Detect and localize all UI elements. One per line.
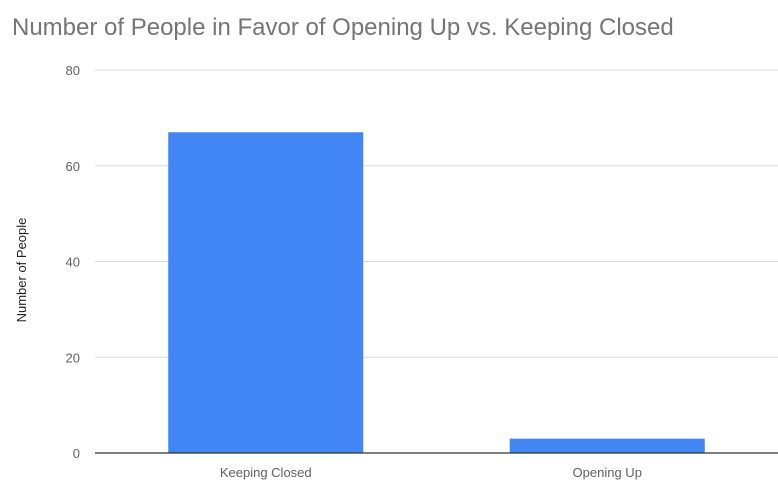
x-tick-label: Opening Up (573, 465, 642, 480)
y-tick-label: 20 (66, 350, 80, 365)
axes: 0 20 40 60 80 Keeping Closed Opening Up (66, 63, 778, 480)
y-tick-label: 60 (66, 159, 80, 174)
y-axis-label: Number of People (14, 218, 29, 323)
x-tick-label: Keeping Closed (220, 465, 312, 480)
bars (168, 132, 705, 454)
bar-keeping-closed[interactable] (168, 132, 364, 454)
bar-opening-up[interactable] (509, 438, 705, 453)
chart-title: Number of People in Favor of Opening Up … (12, 14, 674, 41)
y-tick-label: 0 (73, 446, 80, 461)
y-tick-label: 40 (66, 255, 80, 270)
y-tick-label: 80 (66, 63, 80, 78)
